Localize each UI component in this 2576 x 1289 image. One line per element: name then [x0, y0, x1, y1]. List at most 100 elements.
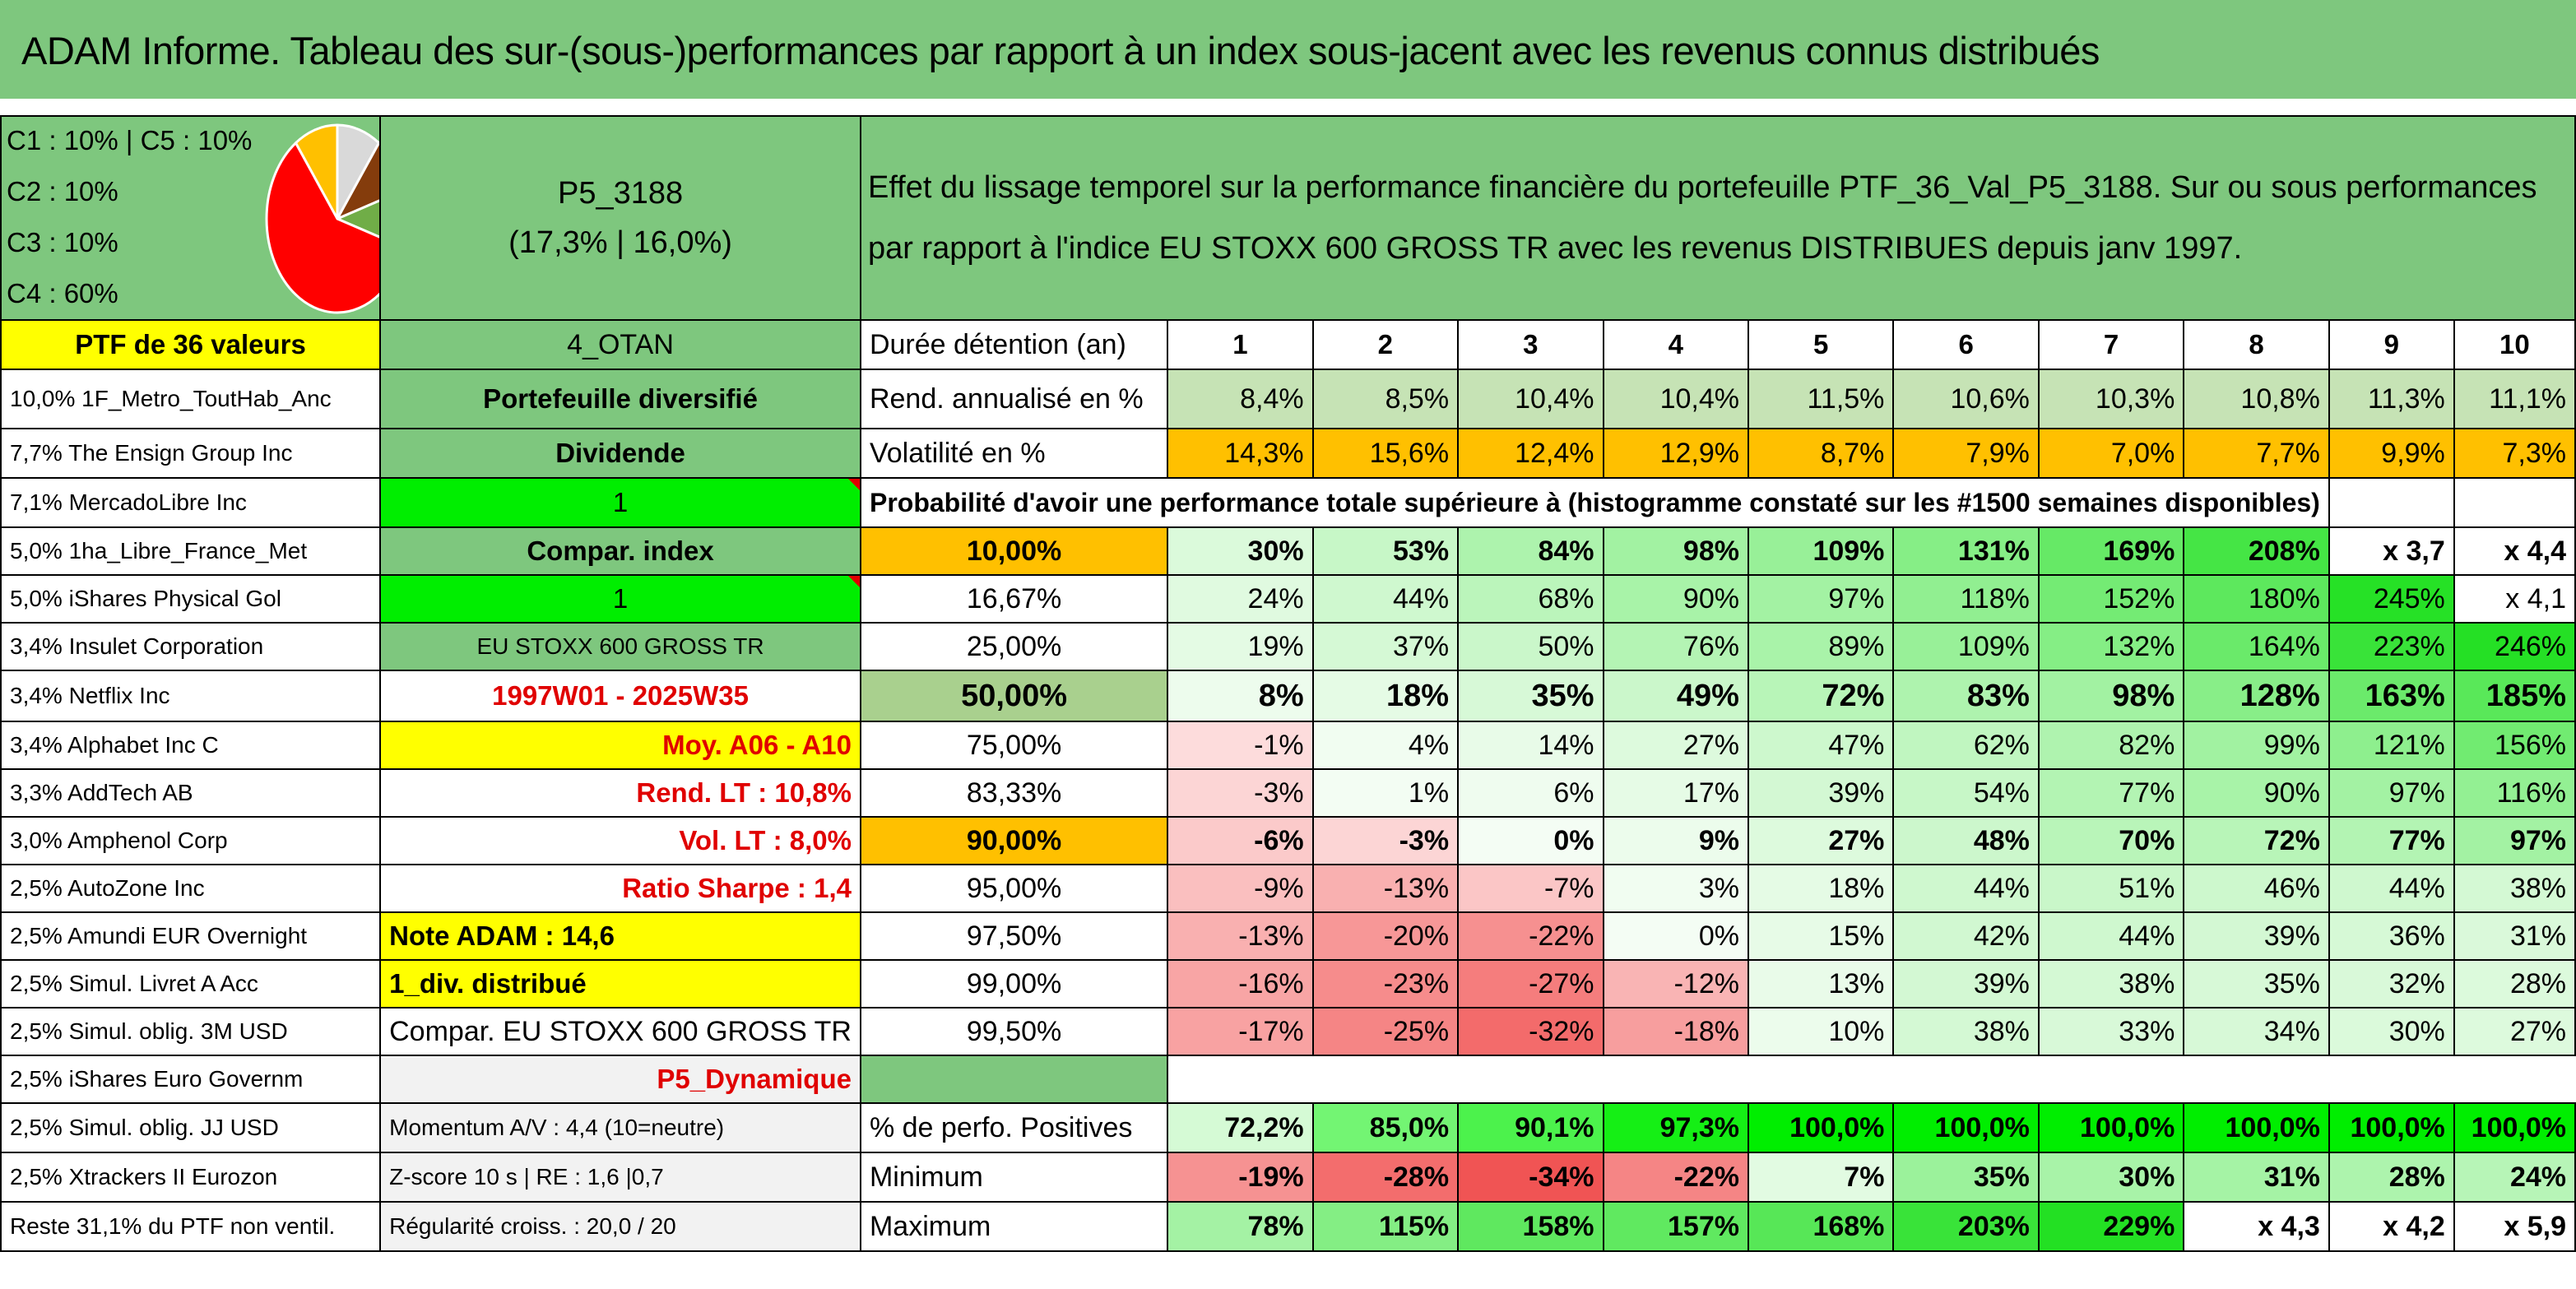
- year-header: 2: [1311, 319, 1460, 370]
- year-header: 7: [2037, 319, 2185, 370]
- probability-value: 34%: [2183, 1007, 2330, 1056]
- income-type: Dividende: [379, 428, 861, 479]
- positive-perf-value: 100,0%: [1892, 1102, 2040, 1153]
- probability-value: -9%: [1167, 864, 1314, 913]
- holding-item: Reste 31,1% du PTF non ventil.: [0, 1201, 382, 1252]
- probability-value: 15%: [1747, 911, 1895, 961]
- volatility-value: 7,3%: [2453, 428, 2576, 479]
- holding-item: 2,5% Amundi EUR Overnight: [0, 911, 382, 961]
- minimum-value: 35%: [1892, 1152, 2040, 1203]
- maximum-value: x 5,9: [2453, 1201, 2576, 1252]
- regularity: Régularité croiss. : 20,0 / 20: [379, 1201, 861, 1252]
- minimum-label: Minimum: [859, 1152, 1169, 1203]
- annual-return-value: 10,4%: [1457, 369, 1604, 429]
- probability-value: 68%: [1457, 574, 1604, 624]
- pie-slice-c2: [334, 141, 379, 222]
- holding-item: 2,5% Simul. Livret A Acc: [0, 959, 382, 1008]
- probability-value: 76%: [1602, 622, 1749, 671]
- volatility-value: 8,7%: [1747, 428, 1895, 479]
- probability-value: -1%: [1167, 721, 1314, 770]
- probability-threshold: 25,00%: [859, 622, 1169, 671]
- probability-value: -27%: [1457, 959, 1604, 1008]
- probability-value: 180%: [2183, 574, 2330, 624]
- probability-value: -18%: [1602, 1007, 1749, 1056]
- probability-threshold: 10,00%: [859, 526, 1169, 576]
- minimum-value: -34%: [1457, 1152, 1604, 1203]
- probability-value: 39%: [2183, 911, 2330, 961]
- minimum-value: -22%: [1602, 1152, 1749, 1203]
- probability-value: 35%: [2183, 959, 2330, 1008]
- probability-value: 82%: [2037, 721, 2185, 770]
- probability-value: -13%: [1167, 911, 1314, 961]
- annual-return-value: 10,4%: [1602, 369, 1749, 429]
- empty-cell: [2453, 477, 2576, 528]
- probability-value: 97%: [2453, 816, 2576, 865]
- probability-value: 44%: [2037, 911, 2185, 961]
- probability-threshold: 50,00%: [859, 670, 1169, 722]
- probability-value: -23%: [1311, 959, 1460, 1008]
- probability-value: 37%: [1311, 622, 1460, 671]
- positive-perf-value: 100,0%: [2328, 1102, 2455, 1153]
- positive-perf-value: 100,0%: [2183, 1102, 2330, 1153]
- probability-value: 3%: [1602, 864, 1749, 913]
- probability-threshold: 99,00%: [859, 959, 1169, 1008]
- probability-value: 245%: [2328, 574, 2455, 624]
- holding-item: 2,5% Simul. oblig. 3M USD: [0, 1007, 382, 1056]
- probability-value: 28%: [2453, 959, 2576, 1008]
- probability-value: 132%: [2037, 622, 2185, 671]
- holding-item: 7,1% MercadoLibre Inc: [0, 477, 382, 528]
- holding-item: 5,0% 1ha_Libre_France_Met: [0, 526, 382, 576]
- probability-value: 38%: [2453, 864, 2576, 913]
- compar-index-label: Compar. index: [379, 526, 861, 576]
- pie-legend-2: C2 : 10%: [7, 176, 118, 206]
- pie-legend-1: C1 : 10% | C5 : 10%: [7, 125, 253, 155]
- volatility-value: 12,9%: [1602, 428, 1749, 479]
- index-name: EU STOXX 600 GROSS TR: [379, 622, 861, 671]
- probability-value: 39%: [1892, 959, 2040, 1008]
- probability-value: 27%: [2453, 1007, 2576, 1056]
- probability-value: 44%: [1892, 864, 2040, 913]
- long-term-volatility: Vol. LT : 8,0%: [379, 816, 861, 865]
- probability-value: 156%: [2453, 721, 2576, 770]
- positive-perf-value: 100,0%: [2037, 1102, 2185, 1153]
- probability-value: -20%: [1311, 911, 1460, 961]
- probability-value: 30%: [1167, 526, 1314, 576]
- probability-value: 72%: [2183, 816, 2330, 865]
- probability-value: 46%: [2183, 864, 2330, 913]
- pie-slice-c4: [265, 141, 379, 314]
- year-header: 9: [2328, 319, 2455, 370]
- probability-value: 89%: [1747, 622, 1895, 671]
- probability-value: 83%: [1892, 670, 2040, 722]
- probability-value: 32%: [2328, 959, 2455, 1008]
- probability-value: 246%: [2453, 622, 2576, 671]
- probability-value: 13%: [1747, 959, 1895, 1008]
- probability-title: Probabilité d'avoir une performance tota…: [859, 477, 2330, 528]
- volatility-value: 7,9%: [1892, 428, 2040, 479]
- probability-value: 38%: [2037, 959, 2185, 1008]
- holding-item: 3,4% Insulet Corporation: [0, 622, 382, 671]
- holding-item: 3,4% Alphabet Inc C: [0, 721, 382, 770]
- flag-2: 1: [379, 574, 861, 624]
- probability-value: 109%: [1892, 622, 2040, 671]
- probability-value: 8%: [1167, 670, 1314, 722]
- probability-value: 53%: [1311, 526, 1460, 576]
- annual-return-value: 10,3%: [2037, 369, 2185, 429]
- probability-value: 49%: [1602, 670, 1749, 722]
- holding-item: 5,0% iShares Physical Gol: [0, 574, 382, 624]
- minimum-value: -19%: [1167, 1152, 1314, 1203]
- minimum-value: -28%: [1311, 1152, 1460, 1203]
- maximum-value: 115%: [1311, 1201, 1460, 1252]
- period: 1997W01 - 2025W35: [379, 670, 861, 722]
- year-header: 4: [1602, 319, 1749, 370]
- probability-value: -3%: [1311, 816, 1460, 865]
- long-term-return: Rend. LT : 10,8%: [379, 768, 861, 818]
- minimum-value: 28%: [2328, 1152, 2455, 1203]
- probability-value: -12%: [1602, 959, 1749, 1008]
- pie-legend-3: C3 : 10%: [7, 227, 118, 257]
- probability-value: 152%: [2037, 574, 2185, 624]
- sharpe-ratio: Ratio Sharpe : 1,4: [379, 864, 861, 913]
- probability-value: -16%: [1167, 959, 1314, 1008]
- positive-perf-value: 100,0%: [1747, 1102, 1895, 1153]
- probability-value: x 4,1: [2453, 574, 2576, 624]
- probability-value: 4%: [1311, 721, 1460, 770]
